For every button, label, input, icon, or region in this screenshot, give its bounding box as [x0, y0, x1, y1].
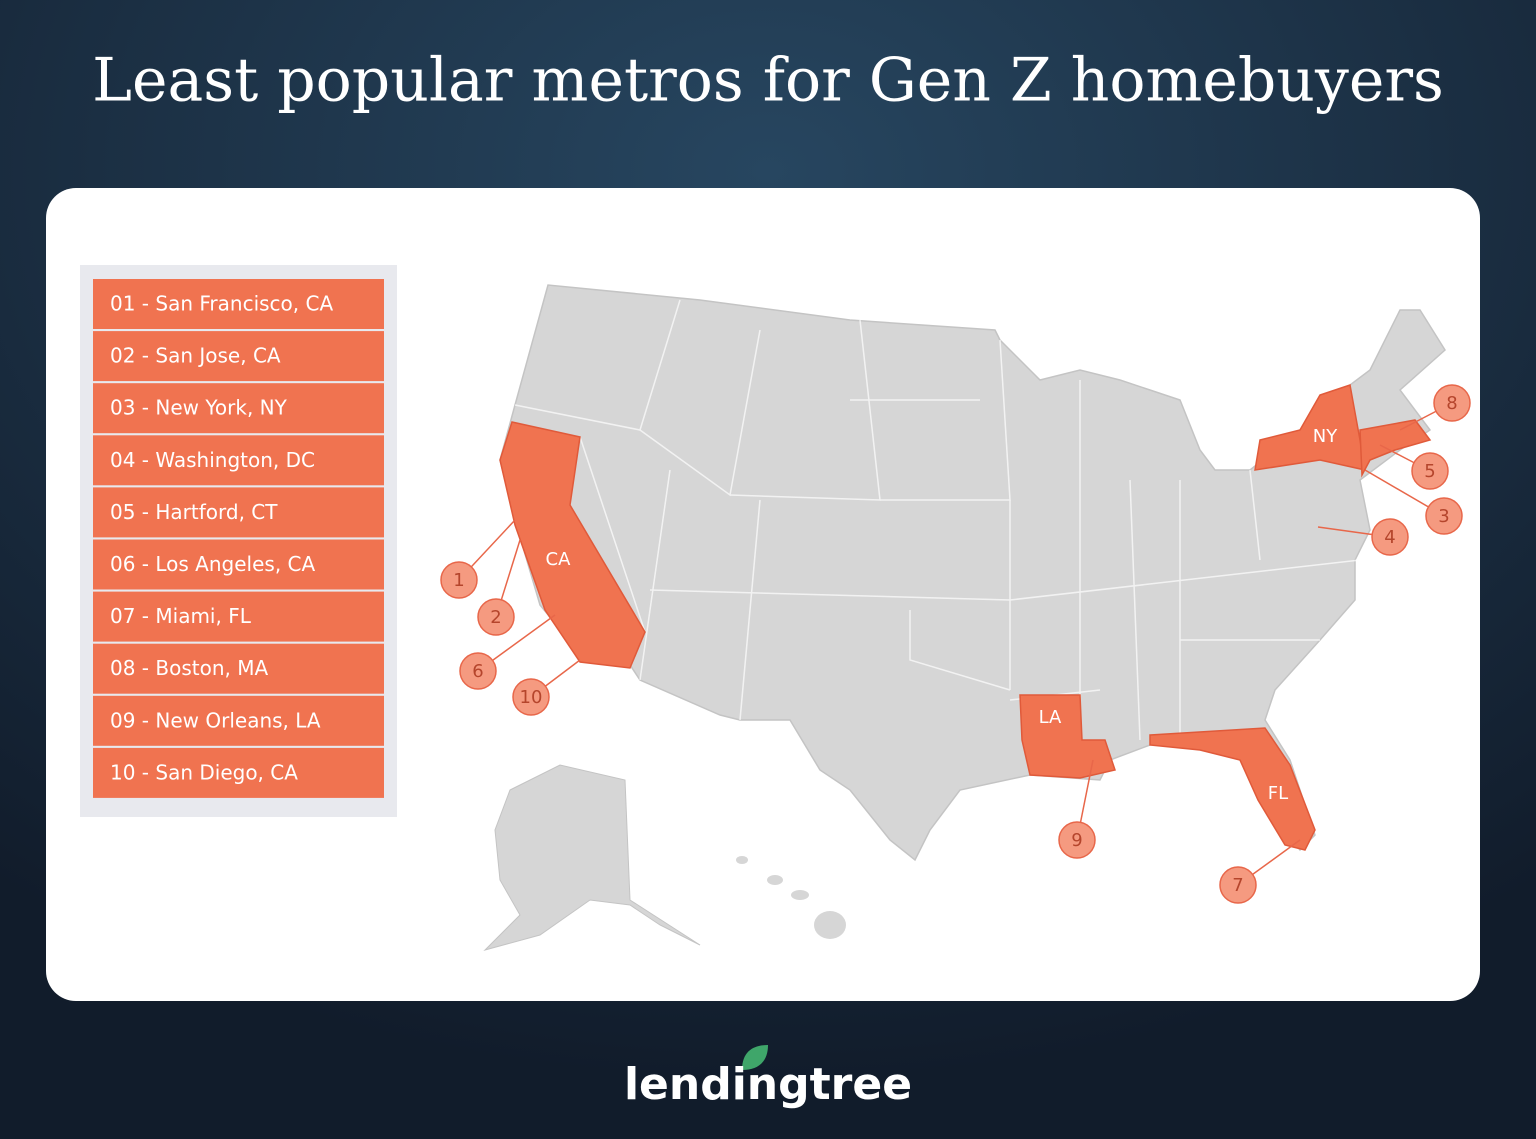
list-item: 04 - Washington, DC — [110, 448, 315, 472]
marker — [1411, 452, 1449, 490]
list-row — [93, 695, 384, 746]
alaska — [483, 764, 701, 951]
list-row — [93, 331, 384, 382]
list-item: 08 - Boston, MA — [110, 656, 268, 680]
marker-label: 10 — [520, 687, 543, 708]
marker — [440, 561, 478, 599]
marker — [1425, 497, 1463, 535]
marker — [459, 652, 497, 690]
marker — [512, 678, 550, 716]
marker-label: 4 — [1384, 527, 1395, 548]
marker-label: 9 — [1071, 830, 1082, 851]
list-item: 07 - Miami, FL — [110, 604, 252, 628]
california — [499, 421, 646, 669]
hawaii — [736, 856, 846, 939]
marker — [1058, 821, 1096, 859]
marker-label: 6 — [472, 661, 483, 682]
state-label: FL — [1268, 783, 1288, 804]
list-row — [93, 487, 384, 538]
list-item: 06 - Los Angeles, CA — [110, 552, 316, 576]
list-row — [93, 539, 384, 590]
list-row — [93, 591, 384, 642]
logo-text: lendingtree — [624, 1059, 912, 1110]
state-label: NY — [1313, 426, 1338, 447]
title: Least popular metros for Gen Z homebuyer… — [92, 46, 1444, 116]
marker-label: 7 — [1232, 875, 1243, 896]
louisiana — [1019, 694, 1116, 779]
marker-label: 5 — [1424, 461, 1435, 482]
list-item: 05 - Hartford, CT — [110, 500, 278, 524]
list-item: 01 - San Francisco, CA — [110, 292, 333, 316]
state-labels: CA NY LA FL — [546, 426, 1339, 804]
marker-label: 1 — [453, 570, 464, 591]
mainland — [499, 284, 1446, 862]
list-item: 09 - New Orleans, LA — [110, 708, 321, 732]
state-label: CA — [546, 549, 572, 570]
list-row — [93, 383, 384, 434]
marker — [1433, 384, 1471, 422]
list-item: 10 - San Diego, CA — [110, 760, 298, 784]
markers: 1 2 3 4 5 6 7 8 9 10 — [440, 384, 1471, 904]
marker-label: 3 — [1438, 506, 1449, 527]
list: 01 - San Francisco, CA 02 - San Jose, CA 0… — [93, 279, 384, 798]
massachusetts-connecticut — [1359, 419, 1432, 478]
logo-leaf — [742, 1045, 768, 1070]
list-item: 03 - New York, NY — [110, 396, 288, 420]
marker — [1219, 866, 1257, 904]
logo: lendingtree — [624, 1045, 912, 1110]
marker-label: 8 — [1446, 393, 1457, 414]
state-label: LA — [1039, 707, 1062, 728]
list-row — [93, 747, 384, 798]
marker — [1371, 518, 1409, 556]
list-row — [93, 279, 384, 329]
marker-label: 2 — [490, 607, 501, 628]
marker — [477, 598, 515, 636]
list-row — [93, 643, 384, 694]
florida — [1149, 727, 1316, 851]
list-row — [93, 435, 384, 486]
us-map — [483, 284, 1446, 951]
list-item: 02 - San Jose, CA — [110, 344, 281, 368]
